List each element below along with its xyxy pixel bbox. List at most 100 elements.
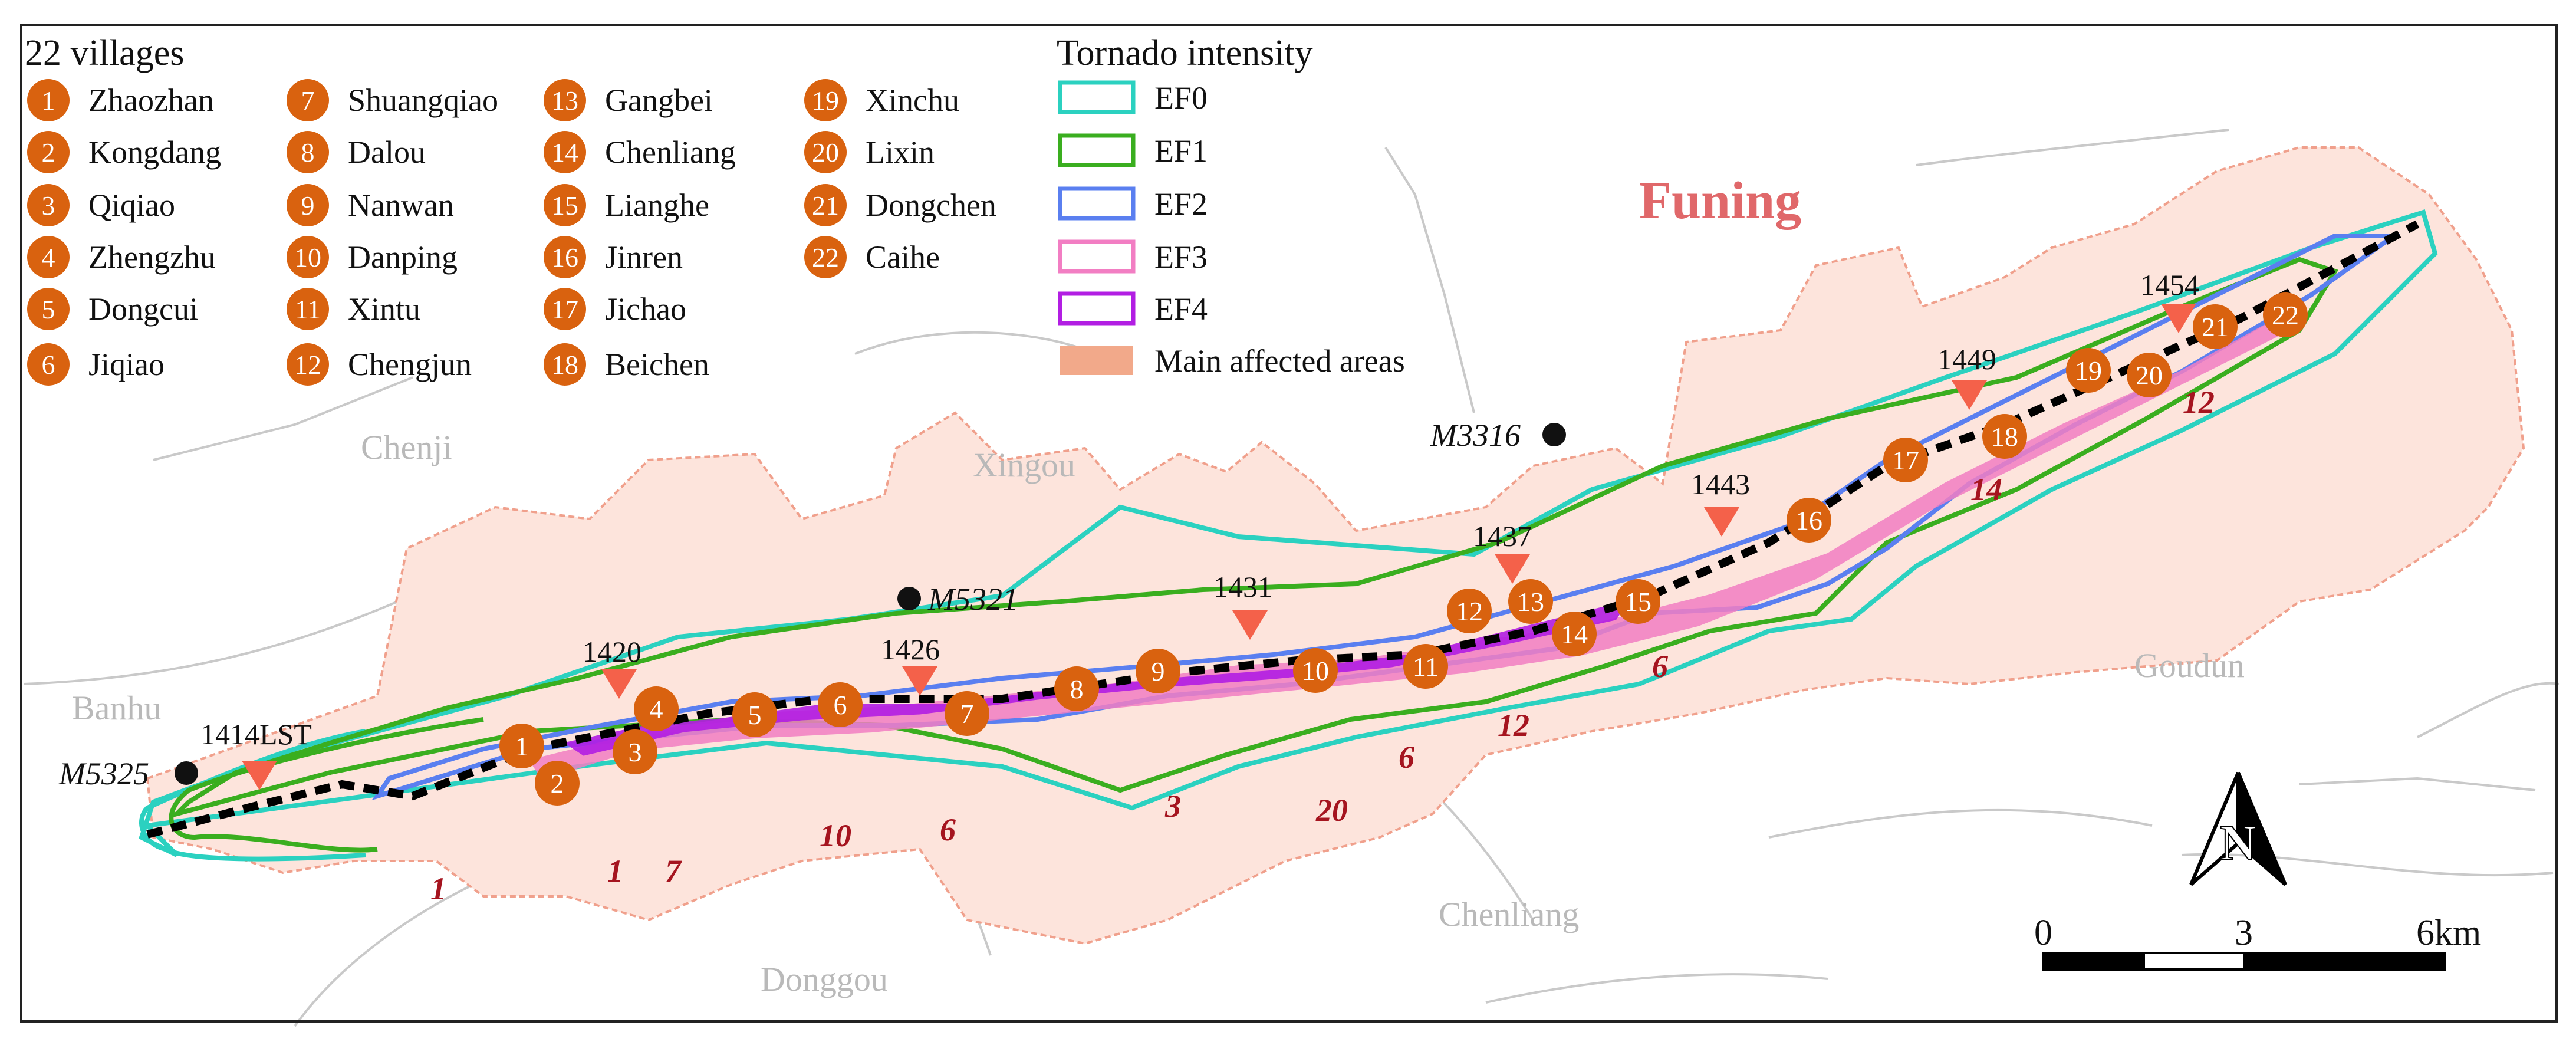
svg-text:19: 19 xyxy=(2075,356,2102,386)
intensity-legend-items: EF0 EF1 EF2 EF3 EF4 Main affected areas xyxy=(1058,80,1405,379)
village-marker: 10 xyxy=(1293,648,1338,693)
svg-text:12: 12 xyxy=(1456,596,1483,626)
svg-text:9: 9 xyxy=(1152,656,1165,686)
village-legend-marker xyxy=(287,236,329,278)
village-legend-marker xyxy=(287,131,329,173)
time-markers xyxy=(242,304,2196,790)
village-legend-number: 4 xyxy=(42,242,55,272)
time-marker-triangle xyxy=(2161,304,2196,333)
count-label: 10 xyxy=(820,818,851,853)
town-label: Goudun xyxy=(2134,646,2245,685)
village-legend-marker xyxy=(804,79,847,121)
village-legend-item: 9 Nanwan xyxy=(287,184,454,226)
village-legend-name: Dongchen xyxy=(866,188,996,223)
village-legend-number: 18 xyxy=(551,350,578,380)
scale-bar-segment xyxy=(2143,952,2245,971)
village-legend-number: 3 xyxy=(42,190,55,221)
count-label: 12 xyxy=(2183,384,2215,420)
count-label: 14 xyxy=(1970,472,2002,507)
intensity-legend-swatch xyxy=(1058,80,1136,114)
villages-legend: 22 villages xyxy=(25,33,184,73)
intensity-legend-swatch xyxy=(1058,186,1136,221)
village-marker: 20 xyxy=(2127,353,2172,397)
time-marker-triangle xyxy=(1952,380,1987,410)
station-label: M5321 xyxy=(927,581,1018,617)
village-legend-marker xyxy=(287,288,329,330)
village-legend-number: 21 xyxy=(812,190,839,221)
intensity-legend-swatch xyxy=(1058,239,1136,274)
north-arrow-label: N xyxy=(2220,814,2256,871)
village-marker: 7 xyxy=(945,691,989,736)
town-label: Chenji xyxy=(361,428,452,466)
time-label: 1420 xyxy=(583,635,641,668)
count-label: 3 xyxy=(1164,788,1181,824)
village-legend-item: 4 Zhengzhu xyxy=(27,236,216,278)
village-legend-item: 5 Dongcui xyxy=(27,288,198,330)
village-legend-item: 16 Jinren xyxy=(544,236,683,278)
ef1-outline-west xyxy=(169,717,484,853)
intensity-legend-title: Tornado intensity xyxy=(1057,33,1313,73)
village-legend-number: 6 xyxy=(42,350,55,380)
count-label: 12 xyxy=(1498,708,1529,743)
north-arrow: N xyxy=(2189,771,2287,886)
scale-label: 3 xyxy=(2235,913,2253,953)
village-legend-number: 15 xyxy=(551,190,578,221)
village-legend-name: Jichao xyxy=(605,291,686,327)
village-legend-number: 19 xyxy=(812,86,839,116)
village-legend-marker xyxy=(544,236,586,278)
village-legend-number: 1 xyxy=(42,86,55,116)
time-label: 1426 xyxy=(881,633,940,666)
village-legend-name: Lixin xyxy=(866,134,935,170)
intensity-legend-item: EF3 xyxy=(1058,239,1208,275)
village-legend-number: 9 xyxy=(301,190,315,221)
village-legend-marker xyxy=(287,343,329,386)
village-legend-marker xyxy=(544,343,586,386)
village-legend-number: 16 xyxy=(551,242,578,272)
time-label: 1454 xyxy=(2140,268,2199,301)
svg-text:21: 21 xyxy=(2202,312,2229,342)
town-label: Banhu xyxy=(72,689,161,727)
svg-text:10: 10 xyxy=(1302,656,1329,686)
village-legend-item: 7 Shuangqiao xyxy=(287,79,498,121)
village-marker: 6 xyxy=(818,682,863,727)
village-marker: 13 xyxy=(1508,579,1553,624)
village-marker: 1 xyxy=(499,724,544,768)
village-legend-marker xyxy=(544,79,586,121)
village-marker: 8 xyxy=(1054,666,1099,711)
village-legend-name: Gangbei xyxy=(605,83,713,118)
svg-text:2: 2 xyxy=(551,768,564,798)
village-legend-name: Dalou xyxy=(348,134,426,170)
svg-text:8: 8 xyxy=(1070,674,1084,704)
time-label: 1414LST xyxy=(200,718,312,751)
intensity-legend-swatch xyxy=(1060,346,1133,375)
village-legend-name: Lianghe xyxy=(605,188,709,223)
village-legend-marker xyxy=(27,79,70,121)
region-label: Funing xyxy=(1639,172,1801,230)
village-marker: 21 xyxy=(2193,304,2238,349)
intensity-legend-label: EF0 xyxy=(1154,80,1208,116)
village-marker: 22 xyxy=(2263,292,2308,337)
station-marker xyxy=(1542,423,1566,446)
village-legend-item: 19 Xinchu xyxy=(804,79,959,121)
village-legend-marker xyxy=(27,184,70,226)
svg-text:15: 15 xyxy=(1624,587,1651,617)
village-legend-marker xyxy=(544,184,586,226)
intensity-legend-label: EF1 xyxy=(1154,133,1208,169)
intensity-legend-label: EF2 xyxy=(1154,186,1208,222)
village-legend-name: Shuangqiao xyxy=(348,83,498,118)
village-legend-marker xyxy=(27,236,70,278)
village-legend-marker xyxy=(544,131,586,173)
village-legend-number: 20 xyxy=(812,137,839,167)
intensity-legend-label: EF3 xyxy=(1154,239,1208,275)
village-legend-name: Caihe xyxy=(866,239,940,275)
villages-legend-items: 1 Zhaozhan 2 Kongdang 3 Qiqiao 4 Zhengzhu 5 Dongc… xyxy=(27,79,996,386)
intensity-legend-swatch xyxy=(1058,291,1136,326)
village-legend-number: 11 xyxy=(295,294,321,324)
time-labels: 1414LST 1420 1426 1431 1437 1443 1449 14… xyxy=(200,268,2199,751)
village-legend-name: Chenliang xyxy=(605,134,736,170)
village-marker: 3 xyxy=(613,729,657,774)
village-legend-marker xyxy=(27,343,70,386)
village-marker: 18 xyxy=(1982,414,2027,459)
village-legend-name: Chengjun xyxy=(348,347,472,382)
